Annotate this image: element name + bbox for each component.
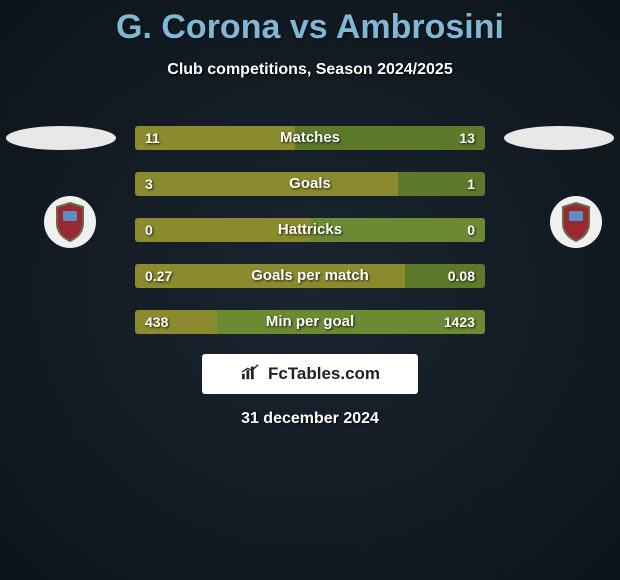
stat-row: Goals3 1 (135, 172, 485, 196)
player-right-oval (504, 126, 614, 150)
team-badge-right (550, 196, 602, 248)
badge-circle (550, 196, 602, 248)
stat-row: Min per goal438 1423 (135, 310, 485, 334)
fctables-logo: FcTables.com (202, 354, 418, 394)
stat-row: Matches11 13 (135, 126, 485, 150)
stat-row: Hattricks0 0 (135, 218, 485, 242)
chart-icon (240, 363, 262, 386)
badge-circle (44, 196, 96, 248)
stat-label: Hattricks (135, 218, 485, 242)
stat-value-right: 13 (459, 126, 475, 150)
player-left-oval (6, 126, 116, 150)
page-title: G. Corona vs Ambrosini (0, 0, 620, 47)
logo-text: FcTables.com (268, 364, 380, 384)
stat-value-left: 0 (145, 218, 153, 242)
stat-value-left: 3 (145, 172, 153, 196)
stat-label: Goals (135, 172, 485, 196)
stat-label: Goals per match (135, 264, 485, 288)
stat-value-left: 0.27 (145, 264, 172, 288)
stat-row: Goals per match0.27 0.08 (135, 264, 485, 288)
stat-label: Min per goal (135, 310, 485, 334)
stat-value-right: 1423 (444, 310, 475, 334)
stat-value-right: 1 (467, 172, 475, 196)
stat-label: Matches (135, 126, 485, 150)
shield-icon (559, 201, 593, 243)
stat-value-left: 11 (145, 126, 160, 150)
shield-icon (53, 201, 87, 243)
stat-value-left: 438 (145, 310, 168, 334)
stat-value-right: 0.08 (448, 264, 475, 288)
stats-bars: Matches11 13 Goals3 1 Hattricks0 0 Goals per m… (135, 126, 485, 356)
team-badge-left (44, 196, 96, 248)
subtitle: Club competitions, Season 2024/2025 (0, 61, 620, 79)
date-text: 31 december 2024 (0, 410, 620, 428)
stat-value-right: 0 (467, 218, 475, 242)
